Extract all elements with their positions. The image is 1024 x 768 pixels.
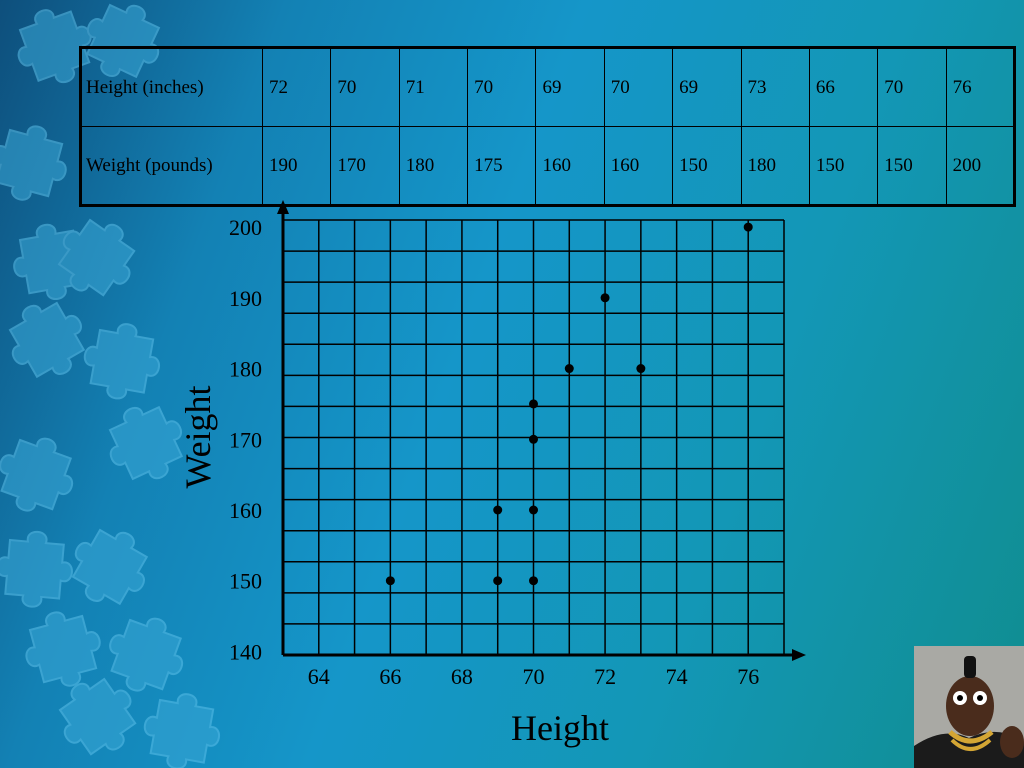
x-tick-label: 66	[379, 664, 401, 689]
y-tick-labels: 140 150 160 170 180 190 200	[229, 215, 262, 664]
table-cell: 200	[945, 126, 1016, 206]
table-cell: 73	[740, 47, 810, 127]
data-point	[529, 505, 538, 515]
data-point	[743, 222, 753, 232]
y-tick-label: 180	[229, 357, 262, 382]
y-tick-label: 150	[229, 569, 262, 594]
x-tick-label: 72	[594, 664, 616, 689]
chart-grid	[282, 219, 785, 656]
y-tick-label: 170	[229, 427, 262, 452]
data-point	[564, 364, 574, 374]
data-table: Height (inches) 72 70 71 70 69 70 69 73 …	[79, 46, 1016, 207]
x-tick-label: 74	[666, 664, 688, 689]
data-point	[529, 434, 538, 444]
y-tick-label: 200	[229, 215, 262, 240]
y-axis-label: Weight	[178, 385, 218, 488]
data-point	[529, 576, 538, 586]
table-cell: 160	[535, 126, 605, 206]
x-tick-labels: 64 66 68 70 72 74 76	[308, 664, 759, 689]
data-point	[600, 293, 610, 303]
table-cell: 180	[740, 126, 810, 206]
x-tick-label: 68	[451, 664, 473, 689]
table-cell: 175	[467, 126, 537, 206]
y-axis-arrow	[277, 200, 289, 214]
person-pointing-photo	[914, 646, 1024, 768]
chart-axes	[277, 200, 806, 661]
table-row-height: Height (inches) 72 70 71 70 69 70 69 73 …	[80, 47, 1016, 127]
data-point	[385, 576, 395, 586]
table-row-weight: Weight (pounds) 190 170 180 175 160 160 …	[80, 126, 1016, 206]
row-label: Height (inches)	[80, 47, 263, 127]
x-tick-label: 76	[737, 664, 759, 689]
table-cell: 72	[261, 47, 332, 127]
x-tick-label: 64	[308, 664, 330, 689]
table-cell: 69	[672, 47, 742, 127]
table-cell: 70	[467, 47, 537, 127]
y-tick-label: 140	[229, 639, 262, 664]
row-label: Weight (pounds)	[80, 126, 263, 206]
table-cell: 170	[330, 126, 400, 206]
data-point	[493, 576, 503, 586]
table-cell: 160	[603, 126, 674, 206]
data-point	[493, 505, 503, 515]
table-cell: 70	[603, 47, 674, 127]
table-cell: 69	[535, 47, 605, 127]
table-cell: 150	[808, 126, 879, 206]
table-cell: 70	[877, 47, 947, 127]
x-axis-label: Height	[511, 708, 609, 748]
x-tick-label: 70	[523, 664, 545, 689]
x-axis-arrow	[792, 649, 806, 661]
y-tick-label: 160	[229, 498, 262, 523]
table-cell: 66	[808, 47, 879, 127]
data-point	[529, 399, 538, 409]
y-tick-label: 190	[229, 286, 262, 311]
table-cell: 190	[261, 126, 332, 206]
data-points	[385, 222, 753, 586]
data-point	[636, 364, 646, 374]
table-cell: 150	[672, 126, 742, 206]
